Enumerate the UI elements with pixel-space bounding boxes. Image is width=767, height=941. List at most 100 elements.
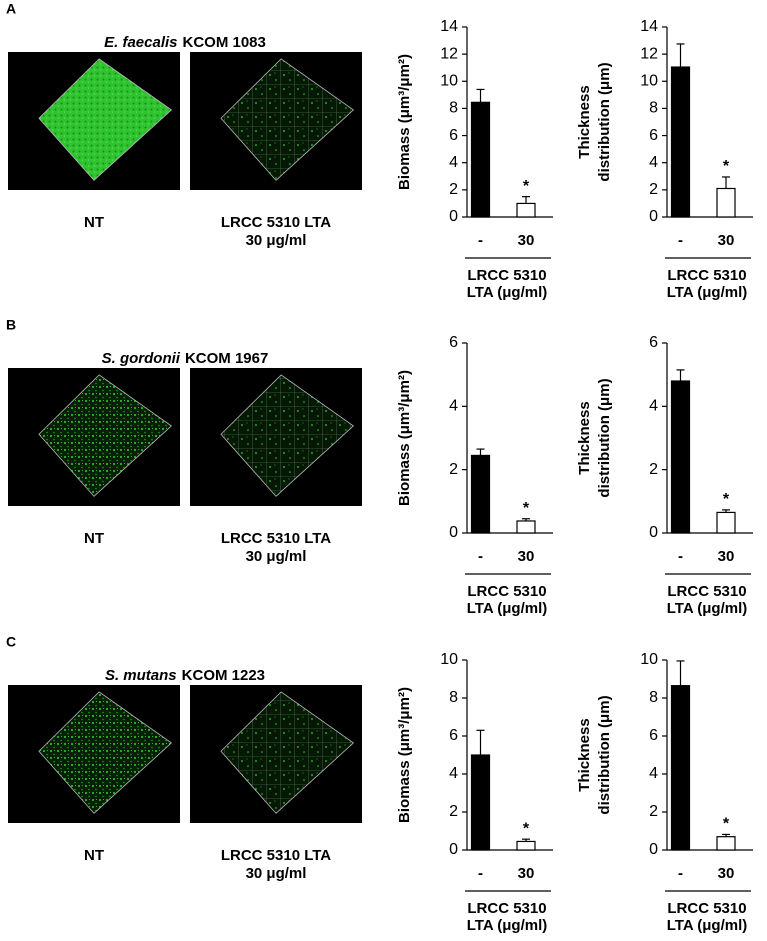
y-axis-label: Thickness	[576, 401, 593, 474]
y-tick-label: 0	[649, 841, 658, 858]
y-axis-label: distribution (μm)	[596, 62, 613, 181]
y-tick-label: 2	[649, 803, 658, 820]
biofilm-surface	[38, 691, 173, 814]
title-strain: KCOM 1083	[183, 34, 266, 51]
y-tick-label: 4	[649, 765, 658, 782]
y-tick-label: 2	[649, 181, 658, 198]
x-axis-label: LTA (μg/ml)	[467, 917, 548, 934]
image-label: 30 μg/ml	[246, 865, 307, 882]
x-tick-label: -	[678, 548, 683, 565]
y-tick-label: 2	[449, 461, 458, 478]
bar	[470, 754, 491, 851]
biofilm-surface	[220, 691, 355, 814]
bar	[470, 101, 491, 218]
image-label: NT	[84, 847, 104, 864]
y-tick-label: 6	[449, 127, 458, 144]
panel-letter: A	[6, 1, 16, 17]
y-tick-label: 10	[640, 651, 658, 668]
panel-letter: B	[6, 317, 16, 333]
x-tick-label: -	[478, 232, 483, 249]
biofilm-surface	[38, 374, 173, 497]
panel-title: S. mutans KCOM 1223	[105, 667, 265, 684]
x-tick-label: 30	[518, 865, 535, 882]
y-tick-label: 0	[449, 208, 458, 225]
panel-title: E. faecalis KCOM 1083	[104, 34, 266, 51]
y-axis-label: distribution (μm)	[596, 378, 613, 497]
y-tick-label: 0	[449, 524, 458, 541]
image-label: LRCC 5310 LTA	[221, 847, 331, 864]
y-tick-label: 4	[449, 398, 458, 415]
x-axis-label: LRCC 5310	[667, 900, 746, 917]
x-axis-label: LRCC 5310	[467, 583, 546, 600]
bar	[470, 454, 491, 534]
bar	[716, 836, 736, 851]
bar	[670, 66, 691, 218]
title-species: S. mutans	[105, 667, 177, 684]
y-tick-label: 2	[649, 461, 658, 478]
y-tick-label: 10	[440, 651, 458, 668]
y-axis-label: Biomass (μm³/μm²)	[396, 54, 413, 190]
biofilm-surface	[38, 58, 173, 181]
y-tick-label: 2	[449, 803, 458, 820]
image-label: NT	[84, 214, 104, 231]
significance-mark: *	[723, 816, 730, 833]
x-axis-label: LRCC 5310	[467, 267, 546, 284]
bar	[516, 840, 536, 851]
y-tick-label: 2	[449, 181, 458, 198]
x-tick-label: -	[478, 548, 483, 565]
bar	[670, 685, 691, 851]
x-axis-label: LRCC 5310	[667, 267, 746, 284]
title-strain: KCOM 1223	[182, 667, 265, 684]
y-tick-label: 8	[449, 689, 458, 706]
y-tick-label: 0	[649, 208, 658, 225]
y-axis-label: Thickness	[576, 718, 593, 791]
panel-letter: C	[6, 634, 16, 650]
biofilm-surface	[220, 374, 355, 497]
x-axis-label: LRCC 5310	[667, 583, 746, 600]
x-axis-label: LTA (μg/ml)	[667, 284, 748, 301]
x-tick-label: 30	[718, 232, 735, 249]
y-tick-label: 14	[640, 18, 658, 35]
significance-mark: *	[723, 491, 730, 508]
image-label: LRCC 5310 LTA	[221, 214, 331, 231]
y-tick-label: 8	[449, 100, 458, 117]
x-tick-label: 30	[718, 865, 735, 882]
significance-mark: *	[723, 158, 730, 175]
y-tick-label: 10	[440, 73, 458, 90]
y-tick-label: 6	[649, 334, 658, 351]
y-tick-label: 6	[649, 127, 658, 144]
image-label: 30 μg/ml	[246, 232, 307, 249]
y-tick-label: 8	[649, 100, 658, 117]
bar	[516, 202, 536, 218]
significance-mark: *	[523, 820, 530, 837]
y-tick-label: 12	[440, 45, 458, 62]
x-axis-label: LTA (μg/ml)	[667, 917, 748, 934]
x-axis-label: LRCC 5310	[467, 900, 546, 917]
x-tick-label: 30	[718, 548, 735, 565]
bar	[670, 380, 691, 534]
y-tick-label: 0	[649, 524, 658, 541]
x-tick-label: -	[478, 865, 483, 882]
y-tick-label: 0	[449, 841, 458, 858]
y-axis-label: Biomass (μm³/μm²)	[396, 687, 413, 823]
y-tick-label: 4	[649, 398, 658, 415]
y-tick-label: 4	[449, 765, 458, 782]
x-axis-label: LTA (μg/ml)	[467, 600, 548, 617]
title-strain: KCOM 1967	[185, 350, 268, 367]
biofilm-surface	[220, 58, 355, 181]
bar	[716, 187, 736, 218]
y-tick-label: 12	[640, 45, 658, 62]
image-label: NT	[84, 530, 104, 547]
y-tick-label: 6	[449, 334, 458, 351]
x-tick-label: 30	[518, 548, 535, 565]
image-label: LRCC 5310 LTA	[221, 530, 331, 547]
image-label: 30 μg/ml	[246, 548, 307, 565]
x-axis-label: LTA (μg/ml)	[467, 284, 548, 301]
title-species: E. faecalis	[104, 34, 177, 51]
y-tick-label: 14	[440, 18, 458, 35]
y-tick-label: 8	[649, 689, 658, 706]
y-tick-label: 4	[449, 154, 458, 171]
bar	[716, 511, 736, 534]
significance-mark: *	[523, 500, 530, 517]
